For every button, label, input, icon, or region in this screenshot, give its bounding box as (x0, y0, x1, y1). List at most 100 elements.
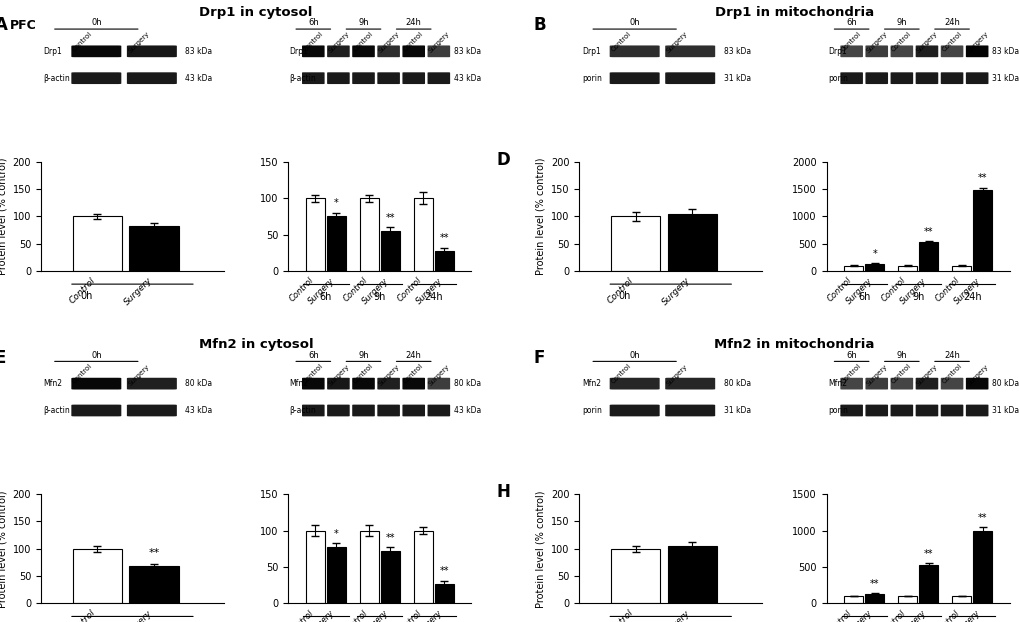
Text: 24h: 24h (962, 292, 980, 302)
FancyBboxPatch shape (302, 45, 324, 57)
Bar (844, 266, 862, 271)
FancyBboxPatch shape (915, 72, 937, 84)
Text: porin: porin (827, 73, 847, 83)
Text: 9h: 9h (896, 19, 906, 27)
Bar (306, 531, 324, 603)
Text: 24h: 24h (944, 19, 959, 27)
Text: Surgery: Surgery (126, 363, 150, 387)
Y-axis label: Protein level (% control): Protein level (% control) (535, 158, 545, 275)
Text: Drp1: Drp1 (44, 47, 62, 56)
Text: 43 kDa: 43 kDa (453, 406, 481, 415)
FancyBboxPatch shape (377, 72, 399, 84)
Text: F: F (533, 349, 544, 367)
FancyBboxPatch shape (302, 405, 324, 416)
Text: Surgery: Surgery (126, 30, 150, 54)
Bar (129, 566, 178, 603)
Bar (864, 594, 883, 603)
FancyBboxPatch shape (840, 405, 862, 416)
Text: 24h: 24h (406, 19, 421, 27)
Text: **: ** (977, 513, 986, 522)
Bar (610, 216, 659, 271)
Text: 6h: 6h (308, 351, 318, 360)
FancyBboxPatch shape (427, 405, 449, 416)
Text: Control: Control (609, 363, 631, 385)
Text: *: * (871, 249, 876, 259)
FancyBboxPatch shape (403, 72, 425, 84)
Text: Control: Control (940, 363, 962, 385)
FancyBboxPatch shape (71, 72, 121, 84)
FancyBboxPatch shape (864, 378, 888, 389)
Text: Surgery: Surgery (915, 363, 938, 387)
FancyBboxPatch shape (840, 45, 862, 57)
FancyBboxPatch shape (965, 72, 987, 84)
Bar (434, 583, 453, 603)
Text: 0h: 0h (629, 351, 639, 360)
FancyBboxPatch shape (664, 378, 714, 389)
Text: Control: Control (302, 30, 324, 53)
Text: 6h: 6h (846, 351, 856, 360)
Text: porin: porin (582, 73, 601, 83)
Text: Control: Control (403, 30, 424, 53)
FancyBboxPatch shape (403, 405, 425, 416)
Text: Surgery: Surgery (427, 363, 450, 387)
FancyBboxPatch shape (840, 72, 862, 84)
Bar (327, 547, 345, 603)
Text: **: ** (923, 226, 932, 236)
Text: **: ** (977, 173, 986, 183)
Text: **: ** (869, 579, 878, 589)
Text: β-actin: β-actin (289, 406, 316, 415)
Bar (380, 551, 399, 603)
FancyBboxPatch shape (890, 405, 912, 416)
Bar (306, 198, 324, 271)
Text: 31 kDa: 31 kDa (991, 73, 1018, 83)
Y-axis label: Protein level (% control): Protein level (% control) (0, 158, 7, 275)
Text: 0h: 0h (91, 19, 102, 27)
FancyBboxPatch shape (840, 378, 862, 389)
Text: Surgery: Surgery (864, 363, 889, 387)
Bar (414, 531, 432, 603)
Text: Surgery: Surgery (377, 30, 400, 54)
Bar (951, 266, 970, 271)
Bar (864, 264, 883, 271)
Text: Control: Control (609, 30, 631, 53)
FancyBboxPatch shape (126, 405, 176, 416)
Text: Surgery: Surgery (664, 30, 688, 54)
Text: Surgery: Surgery (327, 363, 351, 387)
FancyBboxPatch shape (609, 72, 659, 84)
FancyBboxPatch shape (864, 45, 888, 57)
Text: Mfn2: Mfn2 (582, 379, 600, 388)
Text: Control: Control (352, 30, 374, 53)
Text: Control: Control (840, 30, 862, 53)
FancyBboxPatch shape (864, 405, 888, 416)
Text: Control: Control (71, 30, 94, 53)
FancyBboxPatch shape (664, 45, 714, 57)
Text: 83 kDa: 83 kDa (453, 47, 481, 56)
Text: Surgery: Surgery (864, 30, 889, 54)
Text: 80 kDa: 80 kDa (185, 379, 212, 388)
Text: **: ** (148, 548, 159, 558)
Text: Control: Control (890, 363, 912, 385)
Text: 83 kDa: 83 kDa (185, 47, 212, 56)
Text: Mfn2 in mitochondria: Mfn2 in mitochondria (713, 338, 874, 351)
Text: *: * (334, 198, 338, 208)
Text: 43 kDa: 43 kDa (185, 73, 212, 83)
Text: 9h: 9h (896, 351, 906, 360)
Bar (414, 198, 432, 271)
Text: Mfn2: Mfn2 (827, 379, 846, 388)
Text: 43 kDa: 43 kDa (185, 406, 212, 415)
Bar (972, 190, 991, 271)
FancyBboxPatch shape (327, 72, 350, 84)
Bar (360, 198, 378, 271)
FancyBboxPatch shape (609, 45, 659, 57)
Bar (898, 266, 916, 271)
Bar (380, 231, 399, 271)
Text: porin: porin (827, 406, 847, 415)
Bar (129, 226, 178, 271)
Text: 9h: 9h (358, 19, 369, 27)
Text: 83 kDa: 83 kDa (991, 47, 1018, 56)
Text: 6h: 6h (308, 19, 318, 27)
Text: Control: Control (71, 363, 94, 385)
Text: PFC: PFC (10, 19, 37, 32)
FancyBboxPatch shape (915, 45, 937, 57)
Text: 0h: 0h (91, 351, 102, 360)
